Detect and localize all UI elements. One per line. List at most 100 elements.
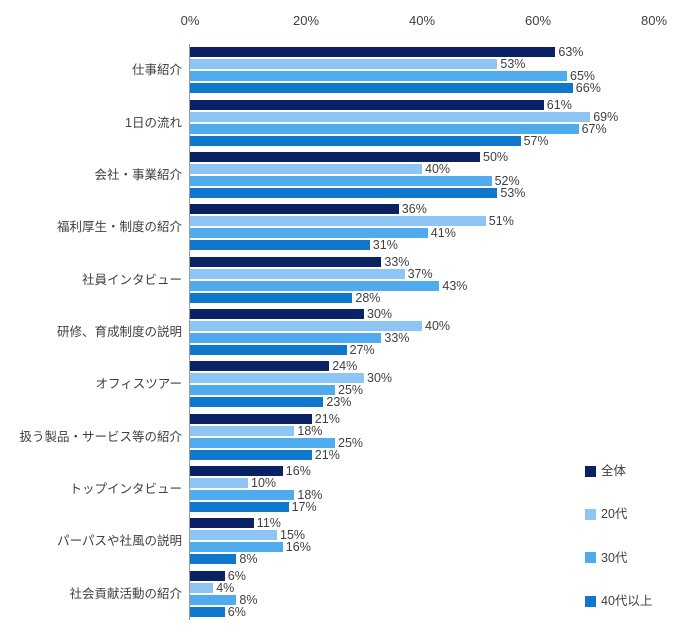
bar-value-label: 16% bbox=[285, 540, 311, 555]
bar-value-label: 15% bbox=[280, 528, 306, 543]
legend-item-20代: 20代 bbox=[585, 507, 627, 521]
bar-全体 bbox=[190, 361, 330, 372]
category-label: 社員インタビュー bbox=[81, 272, 182, 287]
bar-value-label: 33% bbox=[384, 331, 410, 345]
legend-swatch bbox=[585, 508, 596, 520]
bar-value-label: 28% bbox=[355, 290, 381, 305]
bar-value-label: 40% bbox=[425, 319, 451, 333]
bar-value-label: 61% bbox=[546, 97, 572, 112]
bar-value-label: 69% bbox=[593, 109, 619, 124]
bar-value-label: 37% bbox=[407, 266, 433, 281]
x-tick-label: 40% bbox=[408, 13, 436, 28]
bar-30代 bbox=[190, 71, 567, 82]
x-tick-label: 80% bbox=[640, 13, 668, 28]
bar-40代以上 bbox=[190, 135, 521, 146]
bar-30代 bbox=[190, 542, 283, 553]
bar-value-label: 41% bbox=[430, 226, 456, 241]
bar-value-label: 53% bbox=[500, 57, 526, 72]
bar-value-label: 31% bbox=[372, 238, 398, 253]
bar-20代 bbox=[190, 373, 364, 384]
bar-30代 bbox=[190, 280, 440, 291]
bar-value-label: 30% bbox=[367, 371, 393, 386]
category-label: 研修、育成制度の説明 bbox=[56, 325, 182, 339]
y-axis-line bbox=[189, 44, 190, 620]
category-label: 扱う製品・サービス等の紹介 bbox=[19, 429, 182, 444]
bar-20代 bbox=[190, 268, 405, 279]
bar-40代以上 bbox=[190, 502, 289, 513]
bar-value-label: 66% bbox=[575, 81, 601, 96]
bar-value-label: 23% bbox=[326, 395, 352, 410]
bar-20代 bbox=[190, 478, 248, 489]
bar-value-label: 25% bbox=[338, 435, 364, 450]
category-label: 福利厚生・制度の紹介 bbox=[56, 220, 182, 235]
bar-30代 bbox=[190, 385, 335, 396]
bar-30代 bbox=[190, 594, 237, 605]
bar-value-label: 17% bbox=[291, 500, 317, 515]
bar-20代 bbox=[190, 216, 486, 227]
category-label: 社会貢献活動の紹介 bbox=[69, 586, 182, 601]
bar-30代 bbox=[190, 490, 295, 501]
category-label: トップインタビュー bbox=[69, 482, 182, 497]
bar-value-label: 51% bbox=[488, 214, 514, 229]
bar-全体 bbox=[190, 99, 544, 110]
bar-value-label: 63% bbox=[558, 45, 584, 60]
category-label: オフィスツアー bbox=[95, 377, 182, 392]
legend-item-全体: 全体 bbox=[585, 464, 626, 478]
legend-swatch bbox=[585, 465, 596, 477]
bar-value-label: 6% bbox=[227, 604, 246, 619]
category-label: 1日の流れ bbox=[125, 115, 182, 130]
bar-30代 bbox=[190, 228, 428, 239]
bar-value-label: 30% bbox=[367, 307, 393, 321]
bar-40代以上 bbox=[190, 345, 347, 355]
category-label: 仕事紹介 bbox=[131, 63, 182, 78]
bar-value-label: 8% bbox=[239, 592, 258, 607]
bar-value-label: 21% bbox=[314, 411, 340, 426]
bar-20代 bbox=[190, 59, 498, 70]
legend-label: 全体 bbox=[601, 464, 627, 478]
bar-30代 bbox=[190, 437, 335, 448]
legend-item-30代: 30代 bbox=[585, 551, 627, 565]
bar-value-label: 11% bbox=[256, 516, 281, 531]
legend-label: 30代 bbox=[601, 550, 628, 565]
bar-value-label: 18% bbox=[297, 488, 323, 503]
bar-全体 bbox=[190, 151, 480, 162]
bar-全体 bbox=[190, 466, 283, 477]
bar-value-label: 50% bbox=[483, 149, 509, 164]
bar-全体 bbox=[190, 204, 399, 215]
bar-40代以上 bbox=[190, 397, 324, 408]
bar-value-label: 16% bbox=[285, 464, 311, 479]
bar-value-label: 24% bbox=[332, 359, 358, 374]
bar-全体 bbox=[190, 47, 556, 58]
bar-20代 bbox=[190, 111, 591, 122]
bar-value-label: 10% bbox=[251, 476, 277, 491]
bar-value-label: 65% bbox=[570, 69, 596, 84]
bar-40代以上 bbox=[190, 187, 498, 198]
bar-value-label: 6% bbox=[227, 568, 246, 583]
bar-value-label: 67% bbox=[581, 121, 607, 136]
bar-40代以上 bbox=[190, 240, 370, 251]
category-label: 会社・事業紹介 bbox=[94, 167, 182, 182]
bar-value-label: 18% bbox=[297, 423, 323, 438]
bar-value-label: 25% bbox=[338, 383, 364, 398]
legend-swatch bbox=[585, 595, 596, 607]
bar-value-label: 33% bbox=[384, 254, 410, 269]
bar-value-label: 36% bbox=[401, 202, 427, 217]
category-label: パーパスや社風の説明 bbox=[57, 534, 182, 549]
bar-value-label: 57% bbox=[523, 133, 549, 148]
bar-value-label: 40% bbox=[425, 161, 451, 176]
legend-label: 20代 bbox=[601, 507, 628, 522]
bar-30代 bbox=[190, 333, 382, 343]
bar-30代 bbox=[190, 123, 579, 134]
bar-40代以上 bbox=[190, 83, 573, 94]
bar-20代 bbox=[190, 530, 277, 541]
bar-全体 bbox=[190, 518, 254, 529]
legend-swatch bbox=[585, 552, 596, 564]
bar-value-label: 43% bbox=[442, 278, 468, 293]
bar-value-label: 27% bbox=[349, 343, 375, 357]
legend-label: 40代以上 bbox=[601, 594, 653, 609]
x-tick-label: 20% bbox=[292, 13, 320, 28]
bar-20代 bbox=[190, 425, 295, 436]
bar-40代以上 bbox=[190, 554, 237, 565]
bar-20代 bbox=[190, 582, 214, 593]
